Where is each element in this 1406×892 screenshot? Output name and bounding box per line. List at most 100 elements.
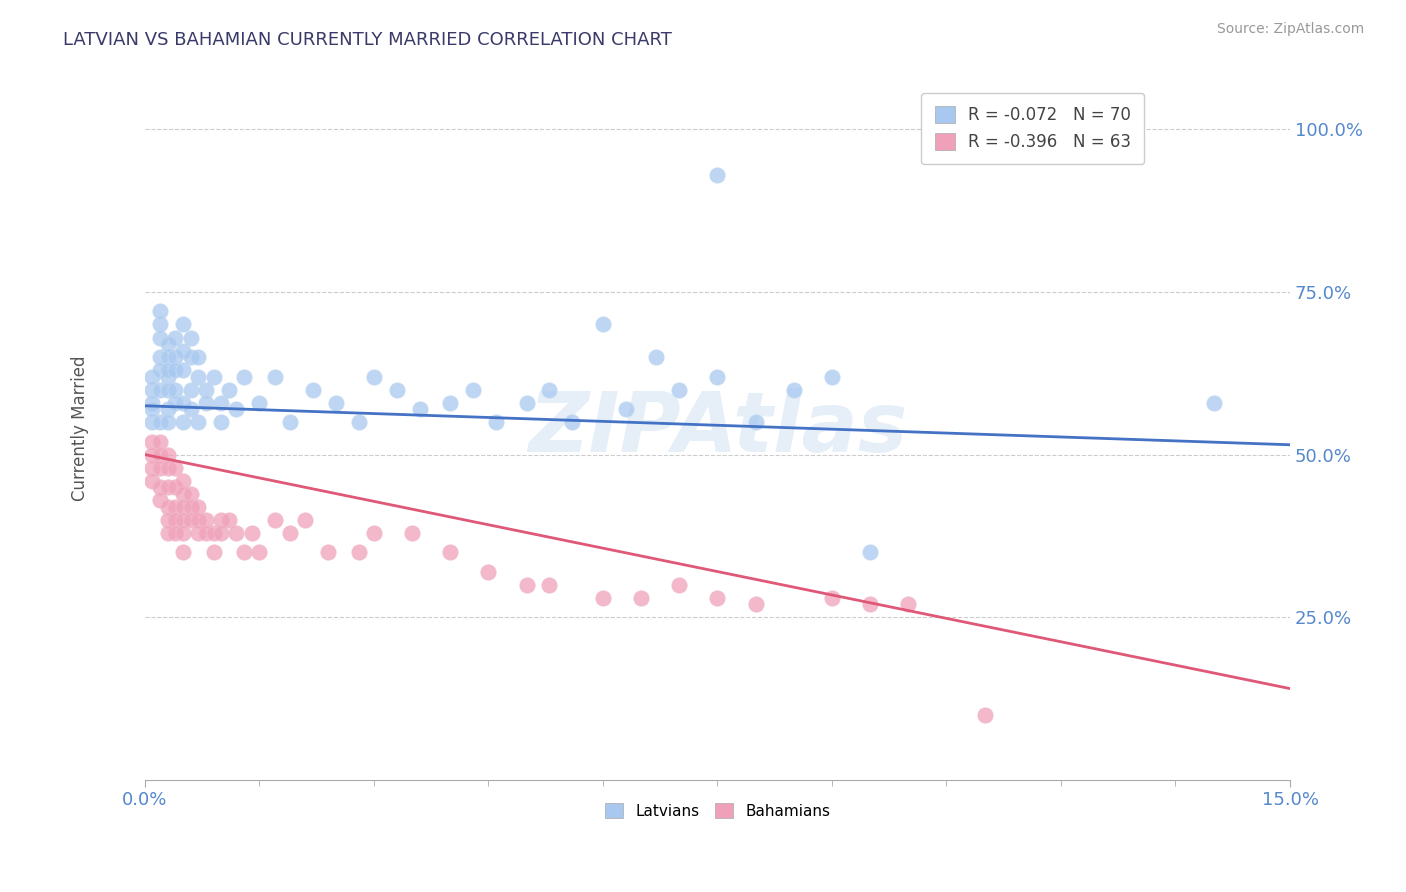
Point	[141, 474, 163, 488]
Point	[172, 318, 194, 332]
Point	[821, 369, 844, 384]
Point	[156, 337, 179, 351]
Point	[141, 434, 163, 449]
Point	[194, 383, 217, 397]
Point	[165, 363, 187, 377]
Point	[156, 402, 179, 417]
Point	[538, 383, 561, 397]
Point	[294, 512, 316, 526]
Point	[165, 525, 187, 540]
Point	[141, 402, 163, 417]
Point	[218, 383, 240, 397]
Point	[172, 343, 194, 358]
Point	[149, 460, 172, 475]
Point	[172, 525, 194, 540]
Point	[859, 545, 882, 559]
Point	[209, 512, 232, 526]
Point	[233, 369, 256, 384]
Point	[172, 486, 194, 500]
Point	[194, 512, 217, 526]
Point	[156, 350, 179, 364]
Point	[515, 577, 537, 591]
Point	[561, 415, 583, 429]
Point	[165, 500, 187, 514]
Point	[172, 363, 194, 377]
Point	[439, 545, 461, 559]
Point	[156, 460, 179, 475]
Point	[149, 415, 172, 429]
Text: ZIPAtlas: ZIPAtlas	[527, 388, 907, 469]
Point	[156, 525, 179, 540]
Point	[218, 512, 240, 526]
Point	[180, 330, 202, 344]
Point	[225, 525, 247, 540]
Text: Source: ZipAtlas.com: Source: ZipAtlas.com	[1216, 22, 1364, 37]
Point	[973, 707, 995, 722]
Point	[821, 591, 844, 605]
Point	[141, 460, 163, 475]
Point	[515, 395, 537, 409]
Point	[156, 448, 179, 462]
Point	[141, 448, 163, 462]
Point	[156, 415, 179, 429]
Point	[194, 395, 217, 409]
Point	[149, 350, 172, 364]
Point	[172, 500, 194, 514]
Point	[156, 363, 179, 377]
Point	[202, 545, 225, 559]
Point	[744, 597, 766, 611]
Point	[187, 500, 209, 514]
Point	[187, 525, 209, 540]
Point	[233, 545, 256, 559]
Point	[706, 369, 728, 384]
Point	[209, 525, 232, 540]
Point	[165, 512, 187, 526]
Point	[630, 591, 652, 605]
Point	[156, 500, 179, 514]
Point	[592, 318, 614, 332]
Point	[706, 591, 728, 605]
Point	[408, 402, 430, 417]
Point	[149, 434, 172, 449]
Text: LATVIAN VS BAHAMIAN CURRENTLY MARRIED CORRELATION CHART: LATVIAN VS BAHAMIAN CURRENTLY MARRIED CO…	[63, 31, 672, 49]
Point	[180, 500, 202, 514]
Point	[485, 415, 508, 429]
Point	[645, 350, 668, 364]
Point	[278, 525, 301, 540]
Point	[149, 448, 172, 462]
Point	[172, 545, 194, 559]
Point	[180, 383, 202, 397]
Point	[165, 395, 187, 409]
Point	[149, 383, 172, 397]
Point	[592, 591, 614, 605]
Point	[209, 415, 232, 429]
Point	[172, 474, 194, 488]
Point	[165, 350, 187, 364]
Point	[156, 383, 179, 397]
Point	[172, 395, 194, 409]
Y-axis label: Currently Married: Currently Married	[72, 356, 89, 501]
Point	[263, 369, 285, 384]
Point	[165, 460, 187, 475]
Point	[187, 512, 209, 526]
Point	[180, 512, 202, 526]
Point	[149, 318, 172, 332]
Point	[187, 369, 209, 384]
Point	[156, 369, 179, 384]
Point	[461, 383, 484, 397]
Point	[706, 168, 728, 182]
Point	[744, 415, 766, 429]
Point	[149, 304, 172, 318]
Point	[209, 395, 232, 409]
Point	[141, 383, 163, 397]
Point	[187, 415, 209, 429]
Point	[172, 415, 194, 429]
Point	[347, 415, 370, 429]
Point	[897, 597, 920, 611]
Point	[668, 577, 690, 591]
Point	[859, 597, 882, 611]
Point	[141, 369, 163, 384]
Point	[363, 369, 385, 384]
Point	[325, 395, 347, 409]
Point	[263, 512, 285, 526]
